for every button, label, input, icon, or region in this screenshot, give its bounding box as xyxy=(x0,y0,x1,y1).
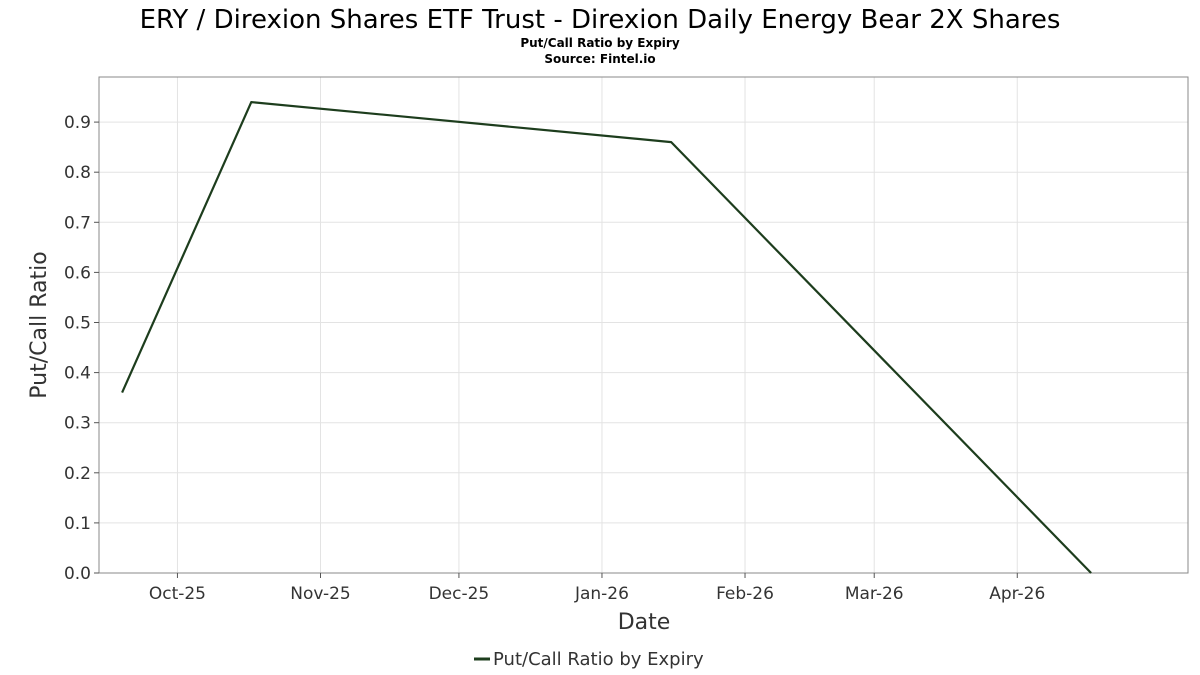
x-tick-label: Nov-25 xyxy=(290,584,351,604)
chart-subtitle: Put/Call Ratio by Expiry xyxy=(520,36,680,50)
x-tick-label: Feb-26 xyxy=(716,584,774,604)
y-tick-label: 0.1 xyxy=(64,514,91,534)
grid-layer xyxy=(99,77,1188,574)
x-tick-label: Oct-25 xyxy=(149,584,206,604)
series-line-0 xyxy=(121,100,1092,574)
plot-area-frame xyxy=(98,76,1189,574)
x-tick-label: Jan-26 xyxy=(574,584,629,604)
y-tick-label: 0.0 xyxy=(64,564,91,584)
x-tick-label: Apr-26 xyxy=(989,584,1045,604)
y-tick-label: 0.4 xyxy=(64,364,91,384)
x-axis-label: Date xyxy=(618,610,671,635)
chart-title: ERY / Direxion Shares ETF Trust - Direxi… xyxy=(140,5,1061,35)
y-tick-label: 0.5 xyxy=(64,313,91,333)
x-tick-label: Dec-25 xyxy=(429,584,490,604)
legend-label-put-call-ratio: Put/Call Ratio by Expiry xyxy=(493,649,704,670)
series-layer xyxy=(121,100,1092,574)
y-tick-label: 0.2 xyxy=(64,464,91,484)
y-tick-label: 0.9 xyxy=(64,113,91,133)
y-tick-label: 0.7 xyxy=(64,213,91,233)
chart-source: Source: Fintel.io xyxy=(544,52,655,66)
tick-layer: 0.0 0.1 0.2 0.3 0.4 0.5 0.6 0.7 0.8 0.9 Oct-25 Nov-… xyxy=(64,113,1045,604)
legend: Put/Call Ratio by Expiry xyxy=(474,649,704,670)
y-axis-label: Put/Call Ratio xyxy=(27,251,52,398)
y-tick-label: 0.6 xyxy=(64,263,91,283)
x-tick-label: Mar-26 xyxy=(845,584,904,604)
y-tick-label: 0.8 xyxy=(64,163,91,183)
y-tick-label: 0.3 xyxy=(64,414,91,434)
